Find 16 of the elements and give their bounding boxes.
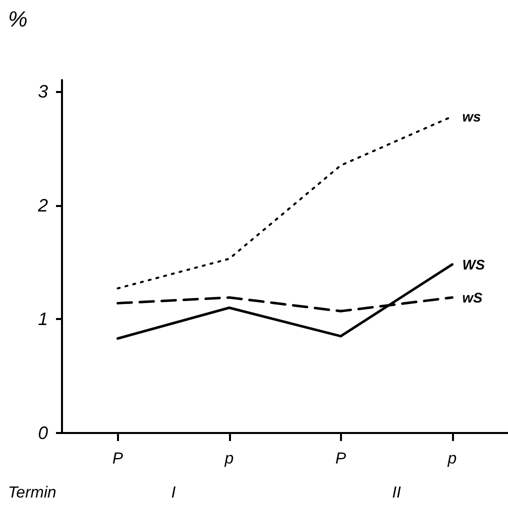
series-label: wS <box>462 289 484 306</box>
x-tick-label: p <box>224 450 234 468</box>
y-tick-label: 1 <box>38 309 48 330</box>
series-label: WS <box>462 256 486 272</box>
x-tick-label: P <box>112 450 124 468</box>
y-tick-label: 0 <box>38 423 48 443</box>
series-label: ws <box>462 108 482 124</box>
y-tick-label: 3 <box>38 81 48 102</box>
y-tick-label: 2 <box>36 195 48 216</box>
text: I <box>171 484 176 502</box>
x-axis-title: Termin <box>8 484 56 502</box>
y-axis-title: % <box>8 6 28 32</box>
x-tick-label: p <box>446 450 457 468</box>
text: II <box>392 484 402 502</box>
line-series <box>116 263 454 340</box>
x-tick-label: P <box>335 450 346 468</box>
